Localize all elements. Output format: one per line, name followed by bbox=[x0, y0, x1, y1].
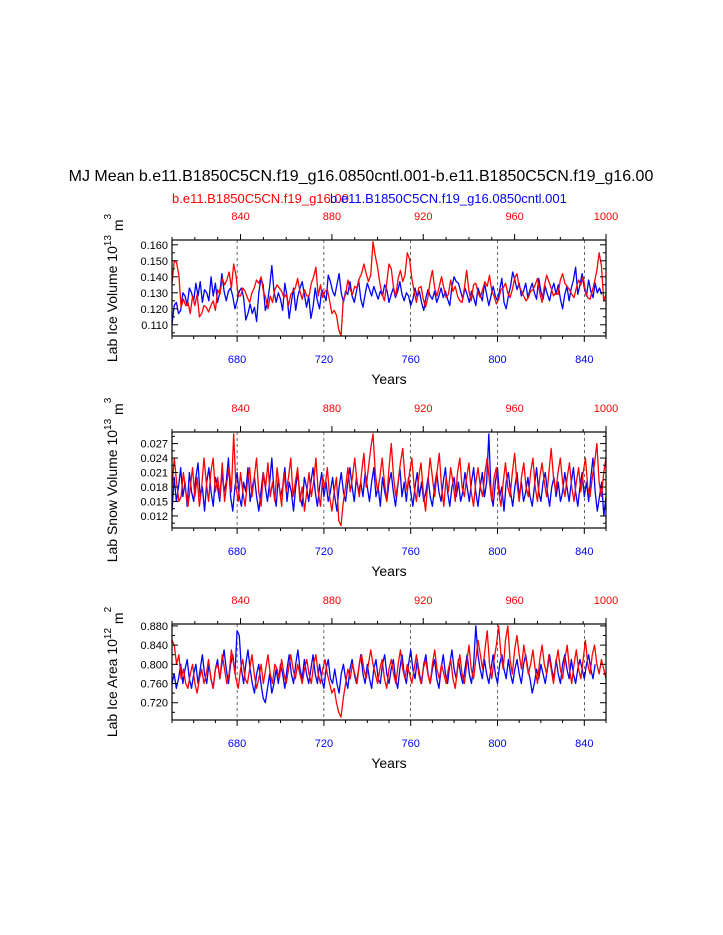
y-axis-label-part: Lab Ice Area 10 bbox=[104, 639, 120, 737]
series-line-blue bbox=[171, 433, 607, 517]
ytick-label: 0.018 bbox=[140, 482, 168, 494]
xtick-top-label: 840 bbox=[231, 211, 249, 223]
xtick-top-label: 880 bbox=[323, 595, 341, 607]
x-axis-label: Years bbox=[371, 371, 406, 387]
y-axis-label-part: 12 bbox=[103, 628, 114, 640]
y-axis-label: Lab Ice Volume 1013 m3 bbox=[103, 213, 126, 362]
xtick-top-label: 1000 bbox=[594, 595, 618, 607]
xtick-top-label: 880 bbox=[323, 211, 341, 223]
ytick-label: 0.140 bbox=[140, 272, 168, 284]
ytick-label: 0.120 bbox=[140, 304, 168, 316]
y-axis-label-part: m bbox=[110, 219, 126, 235]
x-axis-label: Years bbox=[371, 563, 406, 579]
y-axis-label-part: 3 bbox=[103, 213, 114, 219]
y-axis-label: Lab Ice Area 1012 m2 bbox=[103, 606, 126, 737]
xtick-bottom-label: 840 bbox=[575, 354, 593, 366]
ytick-label: 0.720 bbox=[140, 698, 168, 710]
xtick-bottom-label: 840 bbox=[575, 546, 593, 558]
x-axis-label: Years bbox=[371, 755, 406, 771]
xtick-bottom-label: 720 bbox=[315, 738, 333, 750]
ytick-label: 0.150 bbox=[140, 256, 168, 268]
y-axis-label-part: 13 bbox=[103, 235, 114, 247]
legend-red-label: b.e11.B1850C5CN.f19_g16.00 bbox=[172, 191, 349, 206]
ytick-label: 0.840 bbox=[140, 640, 168, 652]
xtick-bottom-label: 760 bbox=[402, 354, 420, 366]
y-axis-label-part: 2 bbox=[103, 606, 114, 612]
xtick-top-label: 840 bbox=[231, 595, 249, 607]
ytick-label: 0.760 bbox=[140, 679, 168, 691]
series-line-red bbox=[171, 240, 607, 337]
xtick-bottom-label: 840 bbox=[575, 738, 593, 750]
ytick-label: 0.130 bbox=[140, 288, 168, 300]
ytick-label: 0.880 bbox=[140, 621, 168, 633]
xtick-top-label: 960 bbox=[505, 211, 523, 223]
y-axis-label-part: m bbox=[110, 403, 126, 419]
ytick-label: 0.110 bbox=[141, 320, 168, 332]
y-axis-label-part: m bbox=[110, 612, 126, 628]
xtick-top-label: 840 bbox=[231, 403, 249, 415]
xtick-bottom-label: 680 bbox=[228, 546, 246, 558]
xtick-top-label: 920 bbox=[414, 211, 432, 223]
xtick-top-label: 960 bbox=[505, 403, 523, 415]
xtick-bottom-label: 680 bbox=[228, 738, 246, 750]
y-axis-label-part: 3 bbox=[103, 397, 114, 403]
ytick-label: 0.024 bbox=[140, 453, 168, 465]
xtick-bottom-label: 760 bbox=[402, 546, 420, 558]
panel-2: 0.012 0.015 0.018 0.021 0.024 0.027 680 720 760 8… bbox=[103, 397, 618, 579]
series-line-red bbox=[171, 625, 607, 718]
xtick-bottom-label: 760 bbox=[402, 738, 420, 750]
xtick-bottom-label: 800 bbox=[488, 738, 506, 750]
ytick-label: 0.015 bbox=[140, 496, 168, 508]
ytick-label: 0.160 bbox=[140, 240, 168, 252]
y-axis-label-part: Lab Ice Volume 10 bbox=[104, 246, 120, 362]
xtick-bottom-label: 720 bbox=[315, 354, 333, 366]
xtick-bottom-label: 800 bbox=[488, 546, 506, 558]
panels-group: 0.110 0.120 0.130 0.140 0.150 0.160 680 720 760 8… bbox=[103, 211, 618, 771]
xtick-top-label: 960 bbox=[505, 595, 523, 607]
panel-1: 0.110 0.120 0.130 0.140 0.150 0.160 680 720 760 8… bbox=[103, 211, 618, 387]
legend-blue-label: b.e11.B1850C5CN.f19_g16.0850cntl.001 bbox=[330, 191, 567, 206]
xtick-bottom-label: 680 bbox=[228, 354, 246, 366]
y-axis-label: Lab Snow Volume 1013 m3 bbox=[103, 397, 126, 562]
series-line-blue bbox=[171, 264, 603, 325]
xtick-top-label: 880 bbox=[323, 403, 341, 415]
ytick-label: 0.800 bbox=[140, 659, 168, 671]
series-line-red bbox=[171, 433, 607, 527]
ytick-label: 0.021 bbox=[140, 468, 168, 480]
panel-3: 0.720 0.760 0.800 0.840 0.880 680 720 760 800 840… bbox=[103, 595, 618, 771]
y-axis-label-part: 13 bbox=[103, 418, 114, 430]
xtick-top-label: 920 bbox=[414, 595, 432, 607]
xtick-bottom-label: 720 bbox=[315, 546, 333, 558]
xtick-top-label: 920 bbox=[414, 403, 432, 415]
xtick-top-label: 1000 bbox=[594, 403, 618, 415]
xtick-top-label: 1000 bbox=[594, 211, 618, 223]
ytick-label: 0.027 bbox=[140, 439, 168, 451]
series-line-blue bbox=[171, 625, 596, 704]
xtick-bottom-label: 800 bbox=[488, 354, 506, 366]
ytick-label: 0.012 bbox=[140, 511, 168, 523]
figure-title: MJ Mean b.e11.B1850C5CN.f19_g16.0850cntl… bbox=[69, 168, 654, 185]
y-axis-label-part: Lab Snow Volume 10 bbox=[104, 430, 120, 563]
